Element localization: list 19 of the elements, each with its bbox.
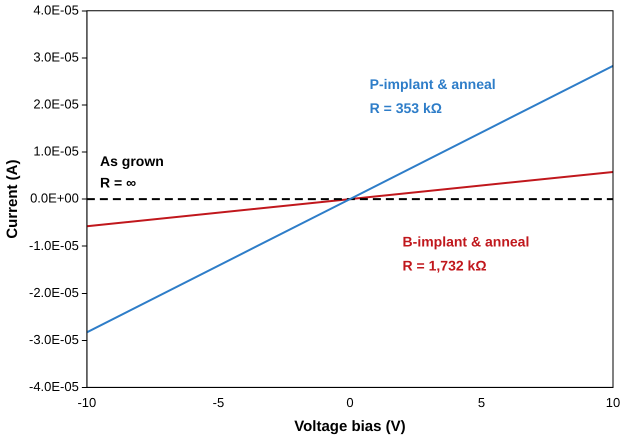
y-tick-label: 0.0E+00 xyxy=(30,190,79,206)
y-tick-label: 3.0E-05 xyxy=(33,49,79,64)
x-tick-label: 0 xyxy=(346,394,354,410)
y-tick-label: -2.0E-05 xyxy=(28,284,79,300)
x-axis-title: Voltage bias (V) xyxy=(294,418,406,436)
x-tick-label: 5 xyxy=(478,394,486,410)
x-tick-label: -10 xyxy=(77,394,96,410)
y-tick-label: 2.0E-05 xyxy=(33,96,79,112)
x-tick-label: 10 xyxy=(606,394,620,410)
text: B-implant & anneal R = 1,732 kΩ xyxy=(402,234,530,274)
y-tick-label: -3.0E-05 xyxy=(28,332,79,347)
y-axis-title: Current (A) xyxy=(4,160,22,239)
y-tick-label: -1.0E-05 xyxy=(28,238,79,253)
x-tick-label: -5 xyxy=(212,394,224,410)
y-tick-label: 1.0E-05 xyxy=(33,144,79,159)
y-tick-label: 4.0E-05 xyxy=(33,2,79,18)
y-tick-label: -4.0E-05 xyxy=(28,378,79,394)
series-label: As grown R = ∞ xyxy=(100,153,164,190)
series-label: P-implant & anneal R = 353 kΩ xyxy=(370,76,496,116)
